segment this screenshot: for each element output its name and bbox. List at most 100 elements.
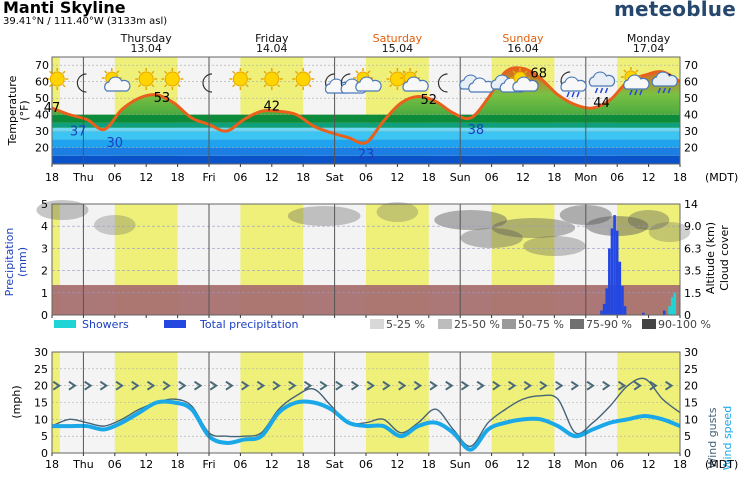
meteoblue-logo[interactable]: meteoblue [613, 0, 736, 21]
altitude-tick: 9.0 [684, 220, 702, 233]
temp-y-tick-right: 60 [684, 76, 698, 89]
daylight-band-wind [491, 352, 555, 453]
wind-direction-arrow [429, 380, 438, 391]
x-tick-label-temp: Thu [72, 171, 94, 184]
wind-direction-arrow [445, 380, 454, 391]
moon-icon [76, 73, 87, 93]
x-tick-label-temp: Mon [574, 171, 597, 184]
location-coordinates: 39.41°N / 111.40°W (3133m asl) [3, 16, 168, 27]
precip-bar [615, 230, 619, 315]
temperature-panel: 4737305342235238684464202030304040505060… [6, 56, 738, 184]
location-title: Manti Skyline [3, 0, 126, 17]
temp-band [52, 131, 680, 140]
x-tick-label-temp: 06 [610, 171, 624, 184]
temp-y-tick-right: 70 [684, 59, 698, 72]
wind-direction-arrow [115, 380, 124, 391]
temp-y-tick-left: 60 [35, 76, 49, 89]
x-tick-label-temp: Fri [202, 171, 215, 184]
precip-bar [662, 310, 666, 315]
wind-direction-arrow [319, 380, 328, 391]
x-tick-label-temp: 06 [359, 171, 373, 184]
sun-icon [135, 68, 158, 90]
moon-rain-icon [560, 71, 587, 98]
x-tick-label-wind: Thu [72, 458, 94, 471]
x-tick-label-wind: 18 [45, 458, 59, 471]
x-tick-label-temp: 18 [673, 171, 687, 184]
wind-direction-arrow [366, 380, 376, 391]
precip-bar [610, 228, 614, 315]
legend-label-cloud: 90-100 % [658, 318, 711, 331]
precip-y-title: Precipitation [3, 228, 16, 297]
precip-y-tick: 3 [41, 242, 48, 255]
wind-direction-arrow [131, 380, 140, 391]
legend-swatch-cloud [570, 319, 584, 329]
temperature-line [51, 66, 681, 145]
precip-y-tick: 5 [41, 198, 48, 211]
day-name: Monday [627, 32, 671, 45]
x-tick-label-temp: 12 [390, 171, 404, 184]
x-tick-label-wind: 12 [642, 458, 656, 471]
temp-y-title: Temperature [6, 75, 19, 146]
x-tick-label-wind: 18 [547, 458, 561, 471]
sun-cloud-icon [101, 68, 131, 92]
sun-icon [46, 68, 69, 90]
legend-swatch-cloud [502, 319, 516, 329]
temp-value-label: 52 [421, 93, 438, 108]
wind-y-tick-left: 5 [41, 430, 48, 443]
x-tick-label-wind: 18 [673, 458, 687, 471]
moon-icon [202, 73, 213, 93]
temp-y-unit: (°F) [18, 100, 31, 120]
cloud-cover-area [460, 228, 523, 248]
precip-bar [605, 288, 609, 315]
daylight-band-wind [52, 352, 60, 453]
wind-direction-arrow [162, 380, 171, 391]
x-tick-label-wind: 18 [171, 458, 185, 471]
wind-direction-arrow [633, 380, 642, 391]
cloud-cover-title: Cloud cover [718, 225, 731, 291]
wind-direction-arrow [84, 380, 93, 391]
wind-direction-arrow [570, 380, 580, 391]
temp-value-label: 38 [468, 123, 485, 138]
wind-direction-arrow [256, 380, 266, 391]
wind-direction-arrow [617, 380, 627, 391]
wind-direction-arrow [476, 380, 485, 391]
wind-y-tick-left: 25 [34, 363, 48, 376]
wind-direction-arrow [193, 380, 203, 391]
temp-y-tick-left: 40 [35, 109, 49, 122]
x-tick-label-temp: 18 [296, 171, 310, 184]
temp-band [52, 127, 680, 132]
x-tick-label-temp: 06 [485, 171, 499, 184]
cloud-icon [459, 74, 495, 93]
temp-y-tick-right: 40 [684, 109, 698, 122]
x-tick-label-wind: Sun [450, 458, 471, 471]
day-date: 16.04 [507, 42, 539, 55]
wind-y-tick-right: 10 [684, 413, 698, 426]
precip-bar [600, 310, 603, 315]
x-tick-label-wind: Mon [574, 458, 597, 471]
wind-direction-arrow [68, 380, 77, 391]
x-tick-label-wind: 18 [422, 458, 436, 471]
wind-direction-arrow [398, 380, 407, 391]
day-date: 14.04 [256, 42, 288, 55]
legend-swatch-cloud [438, 319, 452, 329]
temp-band [52, 114, 680, 123]
cloud-cover-area [36, 200, 89, 220]
wind-panel: 0 0 5 5 10 10 15 15 20 20 25 25 30 30 (mph) Wind gusts W… [10, 346, 738, 471]
altitude-tick: 3.5 [684, 265, 702, 278]
wind-direction-arrow [507, 380, 517, 391]
x-tick-label-wind: 06 [610, 458, 624, 471]
x-tick-label-temp: 18 [547, 171, 561, 184]
temp-y-tick-left: 30 [35, 125, 49, 138]
altitude-tick: 1.5 [684, 287, 702, 300]
wind-direction-arrow [225, 380, 234, 391]
wind-direction-arrow [350, 380, 360, 391]
wind-direction-arrow [664, 380, 674, 391]
x-tick-label-wind: 06 [108, 458, 122, 471]
temp-value-label: 30 [107, 136, 124, 151]
wind-direction-arrow [52, 380, 62, 391]
precip-y-tick: 4 [41, 220, 48, 233]
temp-y-tick-left: 50 [35, 92, 49, 105]
sun-icon [161, 68, 184, 90]
wind-y-tick-left: 10 [34, 413, 48, 426]
